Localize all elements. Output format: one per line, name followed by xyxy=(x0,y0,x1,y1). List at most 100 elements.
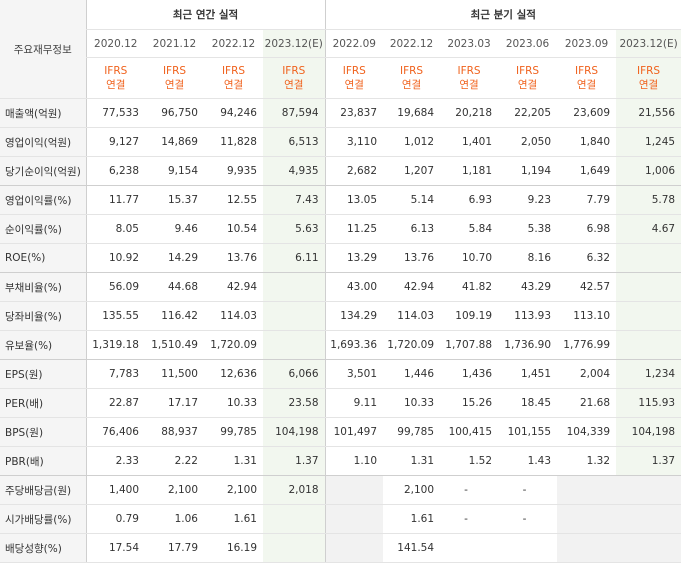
accounting-standard: IFRS 연결 xyxy=(616,57,681,99)
table-cell: 1,840 xyxy=(557,127,617,157)
table-cell: 6.11 xyxy=(263,243,326,273)
table-cell: 14,869 xyxy=(145,127,204,157)
standard-label: IFRS xyxy=(162,65,187,77)
table-cell: 41.82 xyxy=(440,272,499,302)
table-cell: 1.31 xyxy=(204,446,263,476)
row-label: 당기순이익(억원) xyxy=(0,156,86,186)
table-cell: 1.31 xyxy=(383,446,441,476)
table-cell: 1,234 xyxy=(616,359,681,389)
table-cell: 1.37 xyxy=(263,446,326,476)
table-cell: 21,556 xyxy=(616,98,681,128)
table-cell: 9.11 xyxy=(324,388,384,418)
table-row: ROE(%) 10.92 14.29 13.76 6.11 13.29 13.76 10.70… xyxy=(0,243,681,273)
table-cell xyxy=(263,330,326,360)
row-label: 영업이익률(%) xyxy=(0,185,86,215)
consolidation-label: 연결 xyxy=(344,79,364,91)
table-cell: 115.93 xyxy=(616,388,681,418)
table-cell: 15.26 xyxy=(440,388,499,418)
table-cell: 23,837 xyxy=(324,98,384,128)
table-cell: 1,400 xyxy=(85,475,145,505)
table-cell: 1,720.09 xyxy=(383,330,441,360)
table-cell: 2,018 xyxy=(263,475,326,505)
period-header: 2022.09 xyxy=(324,29,384,58)
table-cell: 12.55 xyxy=(204,185,263,215)
table-cell: 87,594 xyxy=(263,98,326,128)
period-header: 2020.12 xyxy=(85,29,145,58)
accounting-standard: IFRS 연결 xyxy=(263,57,326,99)
standard-label: IFRS xyxy=(282,65,306,77)
table-cell: 100,415 xyxy=(440,417,499,447)
table-cell: 2,050 xyxy=(498,127,558,157)
table-cell: 5.38 xyxy=(498,214,558,244)
table-cell: 134.29 xyxy=(324,301,384,331)
table-cell: 1,181 xyxy=(440,156,499,186)
table-cell: - xyxy=(440,504,499,534)
row-label: 배당성향(%) xyxy=(0,533,86,563)
consolidation-label: 연결 xyxy=(401,79,422,91)
table-row: 당좌비율(%) 135.55 116.42 114.03 134.29 114.03 109… xyxy=(0,301,681,331)
table-cell: 42.57 xyxy=(557,272,617,302)
table-cell: 44.68 xyxy=(145,272,204,302)
table-cell: 96,750 xyxy=(145,98,204,128)
row-label: 순이익률(%) xyxy=(0,214,86,244)
table-row: 당기순이익(억원) 6,238 9,154 9,935 4,935 2,682 1,207 1… xyxy=(0,156,681,186)
table-cell: 7.79 xyxy=(557,185,617,215)
table-cell: 1,510.49 xyxy=(145,330,204,360)
table-cell: 5.63 xyxy=(263,214,326,244)
table-cell: 113.93 xyxy=(498,301,558,331)
table-cell: 13.76 xyxy=(383,243,441,273)
table-cell xyxy=(616,504,681,534)
table-cell: 2,100 xyxy=(383,475,441,505)
table-cell: 1.43 xyxy=(498,446,558,476)
accounting-standard: IFRS 연결 xyxy=(85,57,145,99)
table-row: 순이익률(%) 8.05 9.46 10.54 5.63 11.25 6.13 5.84 5.3… xyxy=(0,214,681,244)
table-cell: 4.67 xyxy=(616,214,681,244)
table-cell: 13.05 xyxy=(324,185,384,215)
table-cell: 10.33 xyxy=(204,388,263,418)
table-cell: 1.32 xyxy=(557,446,617,476)
table-cell: 43.29 xyxy=(498,272,558,302)
table-cell: 15.37 xyxy=(145,185,204,215)
table-cell: 11,500 xyxy=(145,359,204,389)
table-cell: 1,736.90 xyxy=(498,330,558,360)
table-cell: 11,828 xyxy=(204,127,263,157)
table-cell: 5.78 xyxy=(616,185,681,215)
table-cell: 6,066 xyxy=(263,359,326,389)
accounting-standard: IFRS 연결 xyxy=(440,57,499,99)
table-cell: 99,785 xyxy=(383,417,441,447)
standard-label: IFRS xyxy=(457,65,481,77)
table-cell: 42.94 xyxy=(204,272,263,302)
table-cell xyxy=(263,533,326,563)
table-cell: 10.54 xyxy=(204,214,263,244)
quarterly-performance-title: 최근 분기 실적 xyxy=(324,0,681,30)
table-cell: 9,935 xyxy=(204,156,263,186)
accounting-standard: IFRS 연결 xyxy=(204,57,263,99)
table-row: PER(배) 22.87 17.17 10.33 23.58 9.11 10.33 15.26… xyxy=(0,388,681,418)
table-cell: 5.14 xyxy=(383,185,441,215)
table-cell: 4,935 xyxy=(263,156,326,186)
table-cell xyxy=(440,533,499,563)
table-cell: 1,649 xyxy=(557,156,617,186)
table-cell: 9.46 xyxy=(145,214,204,244)
table-cell: 21.68 xyxy=(557,388,617,418)
table-cell: 8.16 xyxy=(498,243,558,273)
table-cell: 1.37 xyxy=(616,446,681,476)
table-cell xyxy=(324,504,384,534)
period-header: 2023.06 xyxy=(498,29,558,58)
table-cell: 1.61 xyxy=(204,504,263,534)
table-cell: 114.03 xyxy=(383,301,441,331)
table-cell: 1,707.88 xyxy=(440,330,499,360)
table-cell: 1.61 xyxy=(383,504,441,534)
accounting-standard: IFRS 연결 xyxy=(498,57,558,99)
period-header: 2023.03 xyxy=(440,29,499,58)
table-cell: - xyxy=(498,504,558,534)
table-row: BPS(원) 76,406 88,937 99,785 104,198 101,497 99… xyxy=(0,417,681,447)
accounting-standard: IFRS 연결 xyxy=(145,57,204,99)
table-cell xyxy=(263,504,326,534)
table-cell: 23.58 xyxy=(263,388,326,418)
table-row: EPS(원) 7,783 11,500 12,636 6,066 3,501 1,446 1,… xyxy=(0,359,681,389)
table-cell: 1,207 xyxy=(383,156,441,186)
table-cell xyxy=(616,533,681,563)
accounting-standard: IFRS 연결 xyxy=(383,57,441,99)
